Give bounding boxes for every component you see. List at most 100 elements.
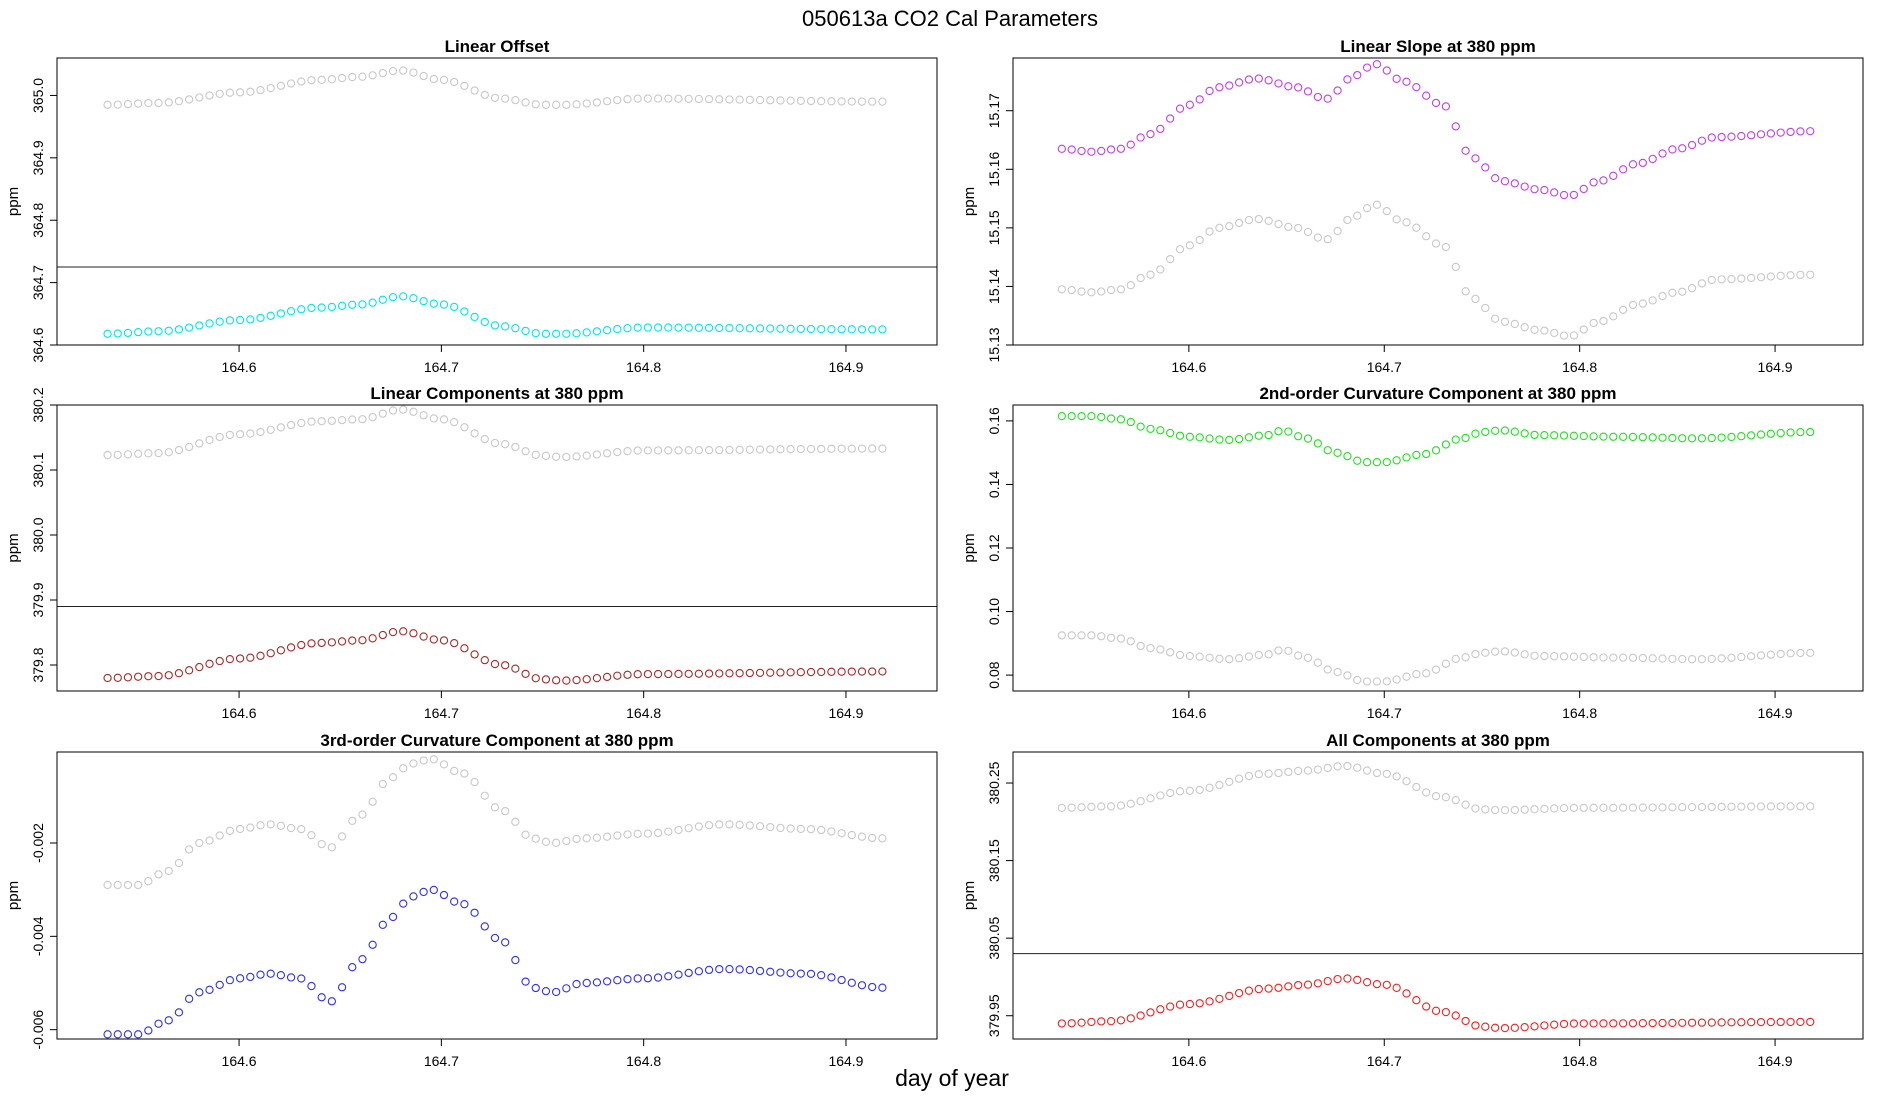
data-point	[857, 444, 867, 453]
data-point	[868, 982, 877, 992]
data-point	[1737, 652, 1746, 662]
data-point	[1717, 275, 1726, 284]
data-point	[134, 99, 143, 108]
data-point	[1520, 805, 1529, 814]
data-point	[1727, 132, 1736, 141]
data-point	[674, 323, 683, 332]
series-current	[103, 627, 887, 685]
data-point	[1599, 316, 1608, 326]
data-point	[704, 965, 714, 975]
data-point	[1274, 983, 1283, 992]
data-point	[337, 301, 347, 310]
data-point	[1471, 649, 1480, 659]
data-point	[878, 97, 887, 106]
data-point	[1106, 802, 1116, 811]
data-point	[633, 670, 642, 679]
data-point	[582, 451, 591, 460]
data-point	[1510, 319, 1519, 329]
data-point	[307, 417, 316, 426]
data-point	[1402, 989, 1411, 998]
data-point	[1106, 145, 1116, 154]
data-point	[1747, 131, 1756, 140]
data-point	[1530, 185, 1539, 194]
data-point	[725, 820, 734, 829]
data-point	[225, 430, 235, 440]
y-axis-label: ppm	[961, 533, 978, 562]
data-point	[1166, 1002, 1175, 1011]
data-point	[1766, 429, 1776, 438]
data-point	[817, 444, 826, 454]
data-point	[1057, 631, 1067, 640]
data-point	[551, 452, 561, 461]
data-point	[327, 302, 337, 312]
data-point	[1264, 216, 1273, 226]
data-point	[1559, 331, 1569, 340]
data-point	[562, 329, 571, 338]
data-point	[541, 837, 551, 846]
data-point	[1599, 1019, 1608, 1028]
data-point	[358, 72, 367, 81]
data-point	[266, 649, 275, 658]
data-point	[1500, 647, 1510, 656]
data-point	[1116, 415, 1126, 424]
series-current	[103, 292, 887, 338]
x-tick-label: 164.9	[828, 705, 863, 721]
data-point	[1441, 102, 1451, 111]
data-point	[1185, 100, 1195, 109]
data-point	[1136, 797, 1145, 806]
data-point	[1284, 646, 1293, 656]
data-point	[1156, 265, 1165, 274]
data-point	[643, 446, 653, 455]
y-tick-label: 379.9	[30, 582, 46, 617]
plot-frame	[1012, 751, 1864, 1040]
data-point	[460, 644, 469, 653]
data-point	[1156, 124, 1165, 134]
data-point	[562, 984, 571, 993]
data-point	[174, 325, 184, 334]
data-point	[113, 1030, 122, 1039]
data-point	[725, 964, 734, 974]
data-point	[1057, 285, 1067, 294]
data-point	[847, 667, 856, 676]
data-point	[388, 66, 398, 76]
data-point	[715, 669, 724, 678]
data-point	[541, 986, 551, 996]
panel-title: 3rd-order Curvature Component at 380 ppm	[320, 731, 673, 750]
data-point	[501, 661, 510, 670]
data-point	[1392, 983, 1401, 992]
data-point	[1097, 1017, 1106, 1026]
data-point	[174, 97, 184, 106]
data-point	[1077, 146, 1086, 156]
data-point	[704, 669, 714, 678]
data-point	[1707, 133, 1716, 142]
data-point	[480, 90, 489, 100]
data-point	[602, 326, 612, 335]
data-point	[572, 675, 581, 685]
data-point	[1284, 767, 1293, 777]
data-point	[1520, 323, 1529, 332]
data-point	[857, 832, 867, 841]
data-point	[1392, 675, 1401, 684]
data-point	[1372, 60, 1382, 69]
data-point	[1254, 770, 1263, 779]
data-point	[1353, 70, 1362, 80]
data-point	[1402, 77, 1411, 86]
data-point	[1678, 1018, 1687, 1027]
data-point	[857, 981, 867, 990]
data-point	[776, 968, 785, 977]
data-point	[276, 81, 286, 90]
data-point	[1697, 1018, 1707, 1027]
data-point	[1727, 274, 1736, 284]
data-point	[1599, 653, 1608, 662]
data-point	[297, 77, 306, 86]
data-point	[1126, 1014, 1135, 1023]
data-point	[195, 321, 204, 330]
data-point	[1697, 655, 1707, 664]
data-point	[694, 967, 704, 976]
data-point	[1353, 211, 1362, 220]
data-point	[1687, 434, 1697, 443]
data-point	[521, 977, 530, 986]
data-point	[399, 66, 408, 75]
data-point	[1678, 803, 1687, 812]
data-point	[297, 974, 306, 983]
